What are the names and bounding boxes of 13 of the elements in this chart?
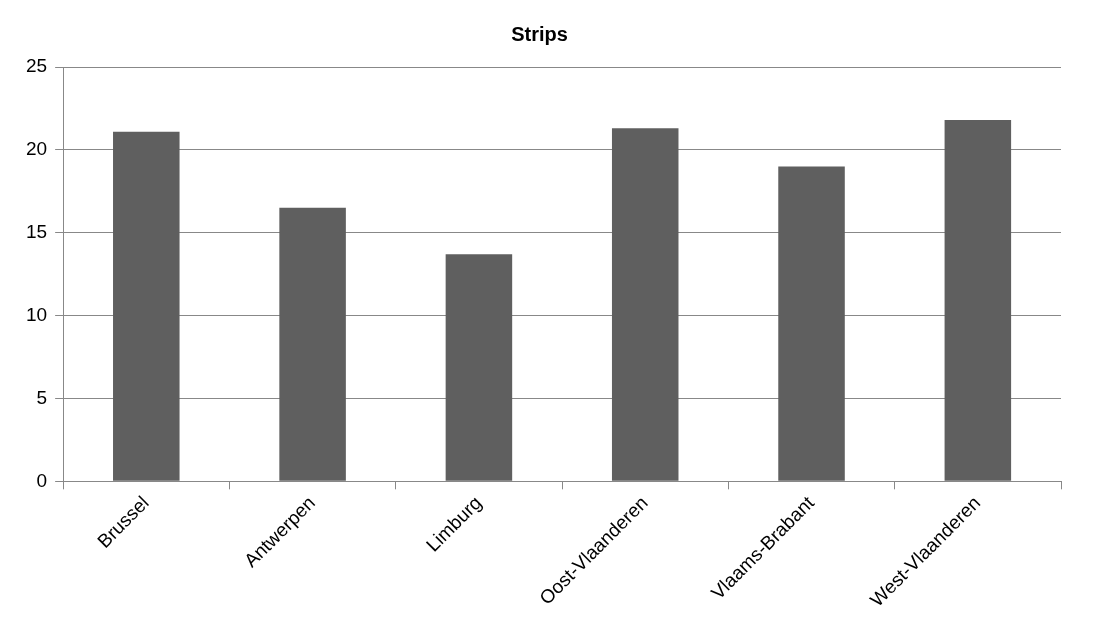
y-tick-label: 25 (25, 55, 48, 77)
y-tick-label: 5 (36, 386, 48, 408)
y-tick-label: 0 (36, 469, 48, 491)
y-tick-label: 15 (25, 220, 48, 242)
bar (445, 254, 513, 481)
bar (279, 207, 346, 481)
bar (113, 131, 180, 481)
bar (778, 166, 845, 481)
chart-title: Strips (511, 22, 568, 45)
y-tick-label: 20 (25, 138, 48, 160)
bar (944, 120, 1012, 481)
y-tick-label: 10 (25, 303, 48, 325)
bar (611, 128, 679, 481)
